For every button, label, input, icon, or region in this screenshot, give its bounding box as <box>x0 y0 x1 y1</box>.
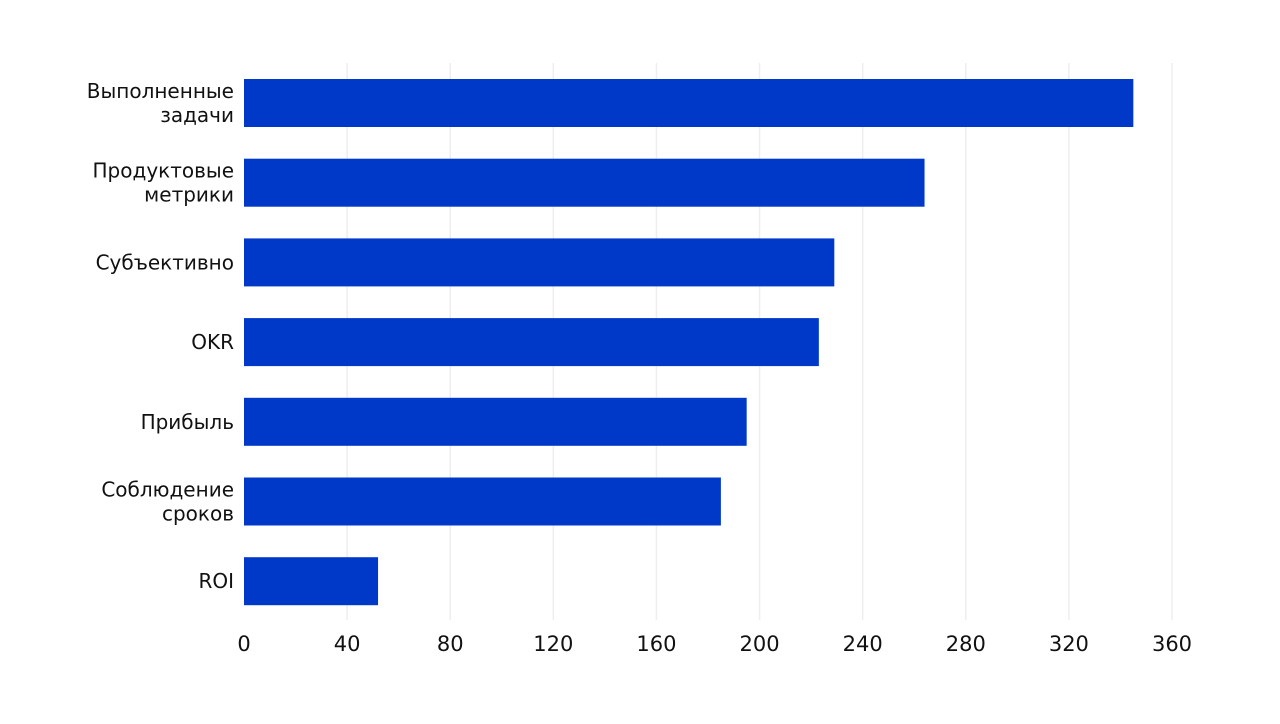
category-label: Субъективно <box>96 250 234 274</box>
bar <box>244 158 925 207</box>
category-label: OKR <box>191 330 234 354</box>
category-labels: Выполненные задачи Продуктовые метрики Субъе… <box>87 79 234 593</box>
x-tick-label: 200 <box>740 632 780 656</box>
bar <box>244 79 1134 127</box>
category-label: Прибыль <box>141 410 234 434</box>
bar <box>244 557 379 606</box>
x-tick-label: 0 <box>237 632 250 656</box>
x-tick-label: 280 <box>946 632 986 656</box>
x-tick-label: 160 <box>636 632 676 656</box>
category-label: Продуктовые метрики <box>93 159 234 207</box>
x-tick-label: 240 <box>843 632 883 656</box>
category-label: Соблюдение сроков <box>101 478 234 526</box>
x-axis-ticks: 0 40 80 120 160 200 240 280 320 360 <box>237 632 1192 656</box>
bar <box>244 238 835 287</box>
category-label: ROI <box>198 569 234 593</box>
bar <box>244 477 721 526</box>
category-label: Выполненные задачи <box>87 79 234 127</box>
bars <box>244 79 1134 606</box>
x-tick-label: 320 <box>1049 632 1089 656</box>
x-tick-label: 40 <box>334 632 361 656</box>
x-tick-label: 360 <box>1152 632 1192 656</box>
bar <box>244 318 819 367</box>
x-tick-label: 120 <box>533 632 573 656</box>
bar <box>244 397 747 446</box>
x-tick-label: 80 <box>437 632 464 656</box>
